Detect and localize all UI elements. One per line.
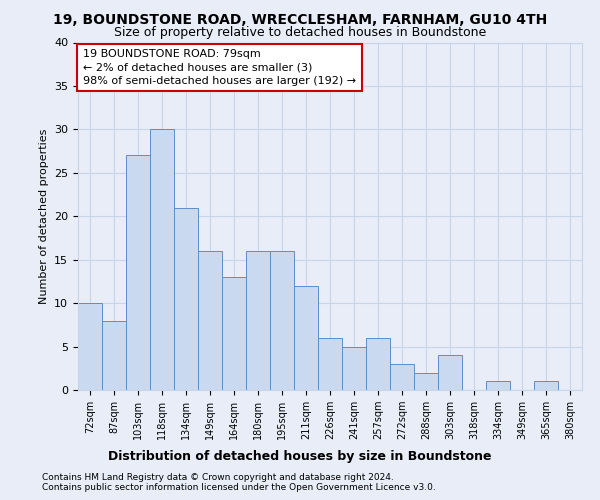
Text: Contains HM Land Registry data © Crown copyright and database right 2024.: Contains HM Land Registry data © Crown c… [42, 474, 394, 482]
Text: 19, BOUNDSTONE ROAD, WRECCLESHAM, FARNHAM, GU10 4TH: 19, BOUNDSTONE ROAD, WRECCLESHAM, FARNHA… [53, 12, 547, 26]
Bar [222, 277, 246, 390]
Bar [318, 338, 342, 390]
Text: Contains public sector information licensed under the Open Government Licence v3: Contains public sector information licen… [42, 484, 436, 492]
Bar [342, 346, 366, 390]
Bar [174, 208, 198, 390]
Bar [246, 251, 270, 390]
Text: Size of property relative to detached houses in Boundstone: Size of property relative to detached ho… [114, 26, 486, 39]
Bar [126, 156, 150, 390]
Bar [390, 364, 414, 390]
Bar [102, 320, 126, 390]
Bar [198, 251, 222, 390]
Bar [270, 251, 294, 390]
Bar [438, 355, 462, 390]
Text: 19 BOUNDSTONE ROAD: 79sqm
← 2% of detached houses are smaller (3)
98% of semi-de: 19 BOUNDSTONE ROAD: 79sqm ← 2% of detach… [83, 50, 356, 86]
Y-axis label: Number of detached properties: Number of detached properties [38, 128, 49, 304]
Text: Distribution of detached houses by size in Boundstone: Distribution of detached houses by size … [108, 450, 492, 463]
Bar [366, 338, 390, 390]
Bar [294, 286, 318, 390]
Bar [150, 130, 174, 390]
Bar [78, 303, 102, 390]
Bar [486, 382, 510, 390]
Bar [534, 382, 558, 390]
Bar [414, 372, 438, 390]
